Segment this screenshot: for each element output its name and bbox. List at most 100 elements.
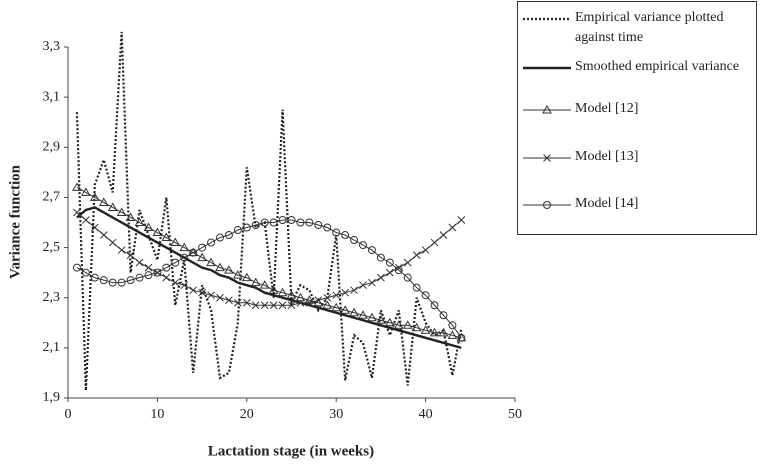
marker-circle (215, 233, 224, 242)
y-axis-title: Variance function (7, 164, 23, 279)
marker-triangle (224, 265, 234, 274)
marker-triangle (89, 192, 100, 201)
marker-cross (82, 216, 90, 224)
marker-circle (207, 238, 216, 247)
marker-triangle (384, 317, 395, 327)
marker-triangle (161, 232, 172, 242)
marker-circle (242, 223, 251, 232)
y-tick-label: 2,5 (43, 240, 61, 255)
marker-cross (543, 154, 551, 162)
marker-circle (108, 278, 117, 287)
marker-cross (117, 246, 126, 254)
marker-triangle (542, 104, 552, 114)
marker-circle (332, 228, 341, 237)
marker-cross (162, 273, 171, 282)
legend-item: Model [14] (522, 194, 754, 234)
marker-triangle (179, 242, 190, 252)
marker-circle (180, 253, 189, 262)
marker-cross (225, 296, 233, 305)
marker-cross (412, 251, 421, 259)
x-axis-title: Lactation stage (in weeks) (208, 443, 374, 459)
marker-circle (421, 291, 430, 300)
marker-circle (385, 258, 394, 267)
marker-triangle (322, 300, 333, 309)
legend-swatch (523, 201, 571, 209)
marker-cross (305, 298, 314, 307)
marker-triangle (259, 280, 270, 289)
legend-label: Model [13] (575, 149, 639, 164)
marker-cross (207, 291, 215, 300)
x-tick-label: 20 (240, 407, 254, 422)
marker-circle (126, 276, 135, 285)
x-tick-label: 40 (419, 407, 433, 422)
marker-circle (287, 215, 296, 224)
marker-cross (99, 231, 108, 239)
marker-cross (385, 268, 394, 277)
marker-cross (144, 263, 153, 272)
marker-cross (296, 298, 305, 307)
legend-label: Model [12] (575, 101, 639, 116)
marker-cross (73, 208, 81, 217)
marker-triangle (447, 330, 458, 339)
marker-triangle (250, 277, 261, 287)
marker-triangle (116, 207, 127, 216)
y-tick-label: 2,9 (43, 140, 61, 155)
marker-circle (171, 258, 180, 267)
marker-circle (135, 273, 144, 282)
marker-cross (394, 263, 403, 272)
legend-swatch (523, 104, 571, 114)
marker-triangle (367, 312, 377, 322)
marker-cross (242, 298, 251, 307)
marker-cross (287, 301, 296, 310)
marker-triangle (206, 257, 216, 267)
series (76, 206, 462, 350)
marker-circle (394, 266, 403, 275)
marker-triangle (241, 272, 252, 282)
marker-triangle (411, 322, 422, 332)
marker-triangle (438, 327, 449, 337)
series-line (75, 31, 463, 391)
marker-circle (81, 268, 90, 277)
marker-triangle (152, 227, 163, 237)
y-tick-label: 3,3 (43, 39, 61, 54)
marker-triangle (376, 315, 386, 324)
marker-circle (314, 221, 323, 230)
y-tick-label: 2,1 (43, 340, 61, 355)
legend-swatch (523, 17, 571, 21)
marker-cross (189, 286, 198, 295)
marker-circle (72, 263, 81, 272)
x-tick-label: 50 (508, 407, 522, 422)
marker-cross (341, 288, 349, 297)
series (72, 182, 467, 342)
marker-triangle (358, 310, 368, 319)
marker-cross (421, 246, 430, 254)
marker-triangle (420, 325, 431, 334)
marker-cross (278, 301, 287, 310)
marker-circle (224, 231, 233, 240)
legend-item: Model [13] (522, 147, 754, 187)
marker-circle (543, 201, 551, 209)
marker-circle (412, 283, 421, 292)
marker-circle (448, 321, 457, 330)
marker-triangle (197, 252, 207, 262)
marker-circle (144, 271, 153, 280)
marker-triangle (402, 320, 413, 329)
marker-cross (359, 281, 367, 290)
marker-triangle (134, 217, 145, 226)
marker-circle (189, 248, 198, 257)
marker-circle (457, 333, 466, 342)
marker-circle (359, 241, 368, 250)
marker-cross (323, 293, 332, 302)
marker-cross (439, 231, 448, 239)
marker-circle (305, 218, 314, 227)
legend-label: Empirical variance plotted against time (575, 10, 724, 45)
marker-cross (126, 251, 135, 259)
marker-circle (278, 215, 287, 224)
marker-triangle (232, 270, 243, 279)
marker-triangle (429, 327, 440, 337)
marker-triangle (215, 262, 225, 272)
series (72, 215, 466, 342)
marker-circle (233, 226, 242, 235)
marker-cross (269, 301, 278, 310)
marker-cross (314, 296, 323, 305)
